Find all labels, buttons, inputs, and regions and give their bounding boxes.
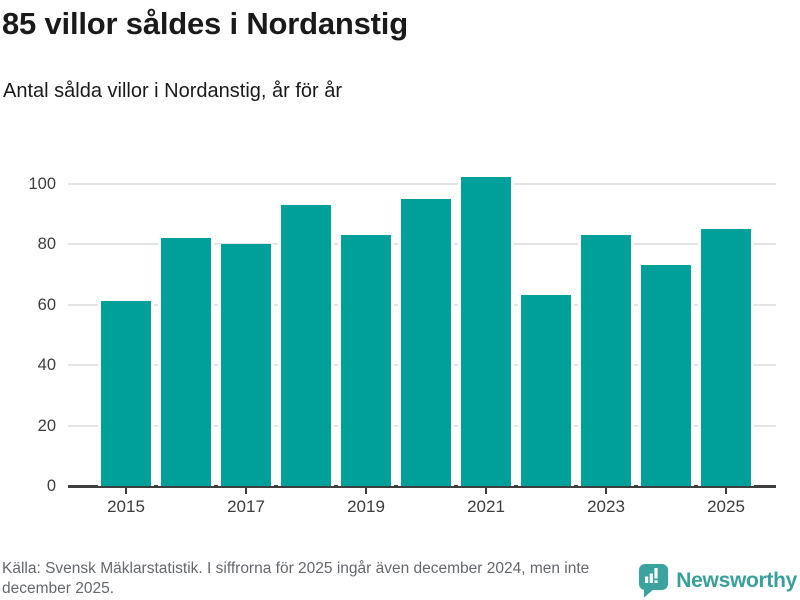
bar-2018 (278, 204, 334, 486)
brand-logo: Newsworthy (638, 563, 797, 598)
x-axis-tick-label: 2019 (347, 497, 385, 516)
bar-chart-speech-bubble-icon (639, 564, 669, 598)
x-axis-tick (125, 488, 127, 494)
y-axis-tick-label: 0 (46, 477, 56, 495)
bar-2017 (218, 244, 274, 486)
x-axis-tick-label: 2025 (707, 497, 745, 516)
x-axis-tick (245, 488, 247, 494)
bar-2020 (398, 198, 454, 486)
source-attribution: Källa: Svensk Mäklarstatistik. I siffror… (2, 560, 590, 597)
gridline (68, 182, 776, 185)
y-axis-tick-label: 20 (37, 416, 56, 435)
y-axis-tick-label: 60 (37, 295, 56, 314)
y-axis-tick-label: 100 (28, 174, 56, 193)
chart-title: 85 villor såldes i Nordanstig (2, 6, 408, 41)
x-axis-tick-label: 2015 (107, 497, 145, 516)
x-axis-tick-label: 2023 (587, 497, 625, 516)
bar-2021 (458, 177, 514, 486)
x-axis-line (68, 485, 776, 488)
bar-2023 (578, 234, 634, 486)
x-axis-tick (365, 488, 367, 494)
y-axis-tick-label: 40 (37, 356, 56, 374)
chart-subtitle: Antal sålda villor i Nordanstig, år för … (3, 80, 343, 102)
y-axis-tick-label: 80 (37, 235, 56, 253)
bar-2022 (518, 295, 574, 486)
bar-2016 (158, 237, 214, 486)
bar-2015 (98, 301, 154, 486)
x-axis-tick-label: 2021 (467, 497, 505, 516)
bar-2025 (698, 228, 754, 486)
bar-2024 (638, 265, 694, 486)
bar-2019 (338, 234, 394, 486)
x-axis-tick (725, 488, 727, 494)
x-axis-tick-label: 2017 (227, 497, 265, 516)
x-axis-tick (485, 488, 487, 494)
x-axis-tick (605, 488, 607, 494)
brand-name: Newsworthy (676, 568, 797, 592)
